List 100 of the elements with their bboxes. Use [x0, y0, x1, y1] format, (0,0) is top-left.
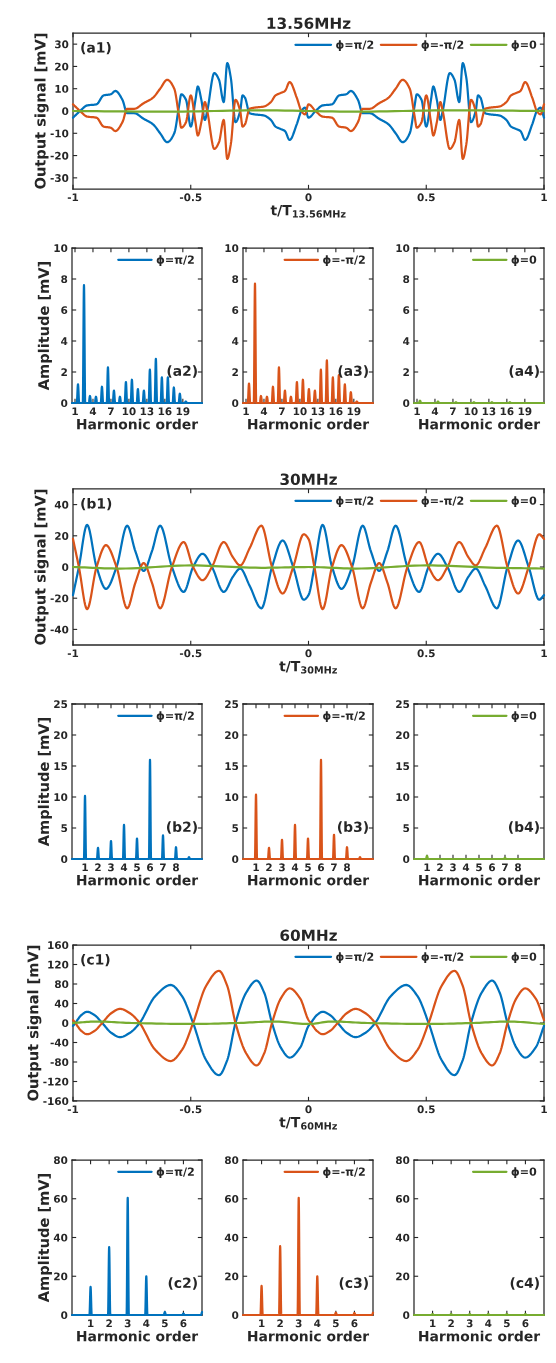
x-tick-label: 4 — [431, 407, 439, 416]
legend-label: ϕ=π/2 — [336, 952, 374, 963]
x-tick-label: 19 — [347, 407, 361, 416]
x-axis-title: Harmonic order — [77, 874, 199, 886]
y-tick-label: 0 — [61, 1311, 68, 1320]
legend-label: ϕ=0 — [511, 952, 537, 963]
x-tick-label: 4 — [143, 1319, 150, 1328]
y-tick-label: 5 — [61, 824, 68, 833]
x-axis-title: Harmonic order — [419, 418, 541, 430]
x-tick-label: 5 — [162, 1319, 168, 1328]
x-tick-label: -0.5 — [179, 1105, 202, 1114]
legend-label: ϕ=π/2 — [336, 40, 374, 51]
annotation: (a2) — [167, 365, 197, 378]
x-axis-title: t/T$_{13.56MHz}$ — [270, 205, 346, 218]
y-tick-label: 25 — [396, 700, 410, 709]
legend-label: ϕ=π/2 — [156, 711, 194, 722]
x-tick-label: 3 — [466, 1319, 473, 1328]
y-tick-label: 10 — [225, 793, 239, 802]
y-tick-label: 2 — [232, 368, 238, 376]
annotation: (a3) — [338, 365, 368, 378]
y-tick-label: -30 — [50, 174, 69, 182]
x-tick-label: 13 — [482, 407, 496, 416]
x-tick-label: 6 — [522, 1319, 529, 1328]
y-tick-label: 10 — [396, 244, 410, 253]
x-tick-label: 4 — [485, 1319, 492, 1328]
legend-label: ϕ=0 — [511, 496, 537, 507]
y-tick-label: 0 — [61, 399, 68, 408]
x-tick-label: 2 — [266, 863, 272, 872]
x-tick-label: 4 — [120, 863, 128, 872]
x-tick-label: 2 — [106, 1319, 112, 1328]
y-tick-label: 10 — [396, 793, 410, 802]
x-tick-label: 3 — [108, 863, 114, 872]
x-axis-title: Harmonic order — [419, 1330, 541, 1342]
y-tick-label: 4 — [61, 337, 68, 345]
legend-label: ϕ=π/2 — [156, 255, 194, 266]
legend-label: ϕ=-π/2 — [421, 40, 464, 51]
x-tick-label: 13 — [140, 407, 154, 416]
y-tick-label: 80 — [395, 1156, 410, 1165]
y-tick-label: 0 — [62, 107, 69, 116]
x-tick-label: 1 — [243, 407, 249, 416]
x-axis-title: Harmonic order — [77, 418, 199, 430]
x-tick-label: 4 — [462, 863, 470, 872]
y-tick-label: 20 — [55, 532, 69, 540]
x-tick-label: 2 — [95, 863, 101, 872]
legend-label: ϕ=π/2 — [156, 1167, 194, 1178]
y-tick-label: 8 — [403, 275, 410, 284]
y-tick-label: 20 — [225, 731, 239, 740]
x-axis-title: Harmonic order — [77, 1330, 199, 1342]
x-axis-title: Harmonic order — [419, 874, 541, 886]
y-tick-label: 25 — [54, 700, 68, 709]
x-tick-label: 10 — [122, 407, 136, 416]
x-tick-label: 2 — [277, 1319, 283, 1328]
y-axis-title: Amplitude [mV] — [37, 1174, 52, 1303]
y-tick-label: -40 — [50, 625, 69, 634]
y-tick-label: 0 — [62, 1019, 69, 1028]
y-tick-label: 8 — [232, 275, 239, 284]
x-tick-label: 2 — [448, 1319, 454, 1328]
x-tick-label: 7 — [108, 407, 114, 416]
x-tick-label: 0 — [305, 649, 312, 658]
x-tick-label: 6 — [147, 863, 154, 872]
x-tick-label: 7 — [450, 407, 456, 416]
x-tick-label: 0.5 — [417, 193, 435, 202]
y-tick-label: 8 — [61, 275, 68, 284]
x-tick-label: 8 — [173, 863, 179, 872]
x-tick-label: 5 — [333, 1319, 339, 1328]
y-tick-label: 20 — [396, 1272, 410, 1281]
chart-title: 30MHz — [280, 473, 337, 486]
x-tick-label: -0.5 — [179, 649, 202, 658]
annotation: (b4) — [508, 821, 539, 834]
x-tick-label: 1 — [253, 863, 259, 872]
x-axis-title: Harmonic order — [248, 1330, 370, 1342]
y-tick-label: 60 — [395, 1194, 410, 1203]
legend-label: ϕ=π/2 — [336, 496, 374, 507]
x-axis-title: t/T$_{30MHz}$ — [279, 661, 337, 674]
x-tick-label: 0 — [305, 1105, 312, 1114]
x-tick-label: 3 — [279, 863, 285, 872]
annotation: (c2) — [168, 1277, 197, 1290]
y-tick-label: 30 — [55, 40, 69, 49]
y-tick-label: 0 — [232, 1311, 239, 1320]
legend-label: ϕ=0 — [511, 711, 537, 722]
y-tick-label: 0 — [232, 399, 239, 408]
y-tick-label: -120 — [43, 1077, 69, 1086]
y-tick-label: 6 — [61, 306, 68, 315]
x-tick-label: 7 — [160, 863, 166, 872]
y-tick-label: -20 — [50, 151, 69, 160]
x-axis-title: t/T$_{60MHz}$ — [279, 1117, 337, 1130]
y-tick-label: 10 — [225, 244, 239, 253]
y-axis-title: Output signal [mV] — [34, 33, 49, 189]
x-axis-title: Harmonic order — [248, 874, 370, 886]
x-tick-label: 16 — [158, 407, 172, 416]
x-tick-label: -1 — [67, 649, 79, 658]
y-tick-label: 15 — [54, 762, 68, 771]
y-tick-label: 5 — [232, 824, 239, 833]
x-tick-label: 4 — [89, 407, 97, 416]
x-tick-label: 4 — [291, 863, 299, 872]
x-tick-label: 0.5 — [417, 649, 435, 658]
y-tick-label: 60 — [224, 1194, 239, 1203]
y-tick-label: 0 — [62, 563, 69, 572]
chart-title: 60MHz — [280, 929, 337, 942]
x-tick-label: 3 — [295, 1319, 302, 1328]
